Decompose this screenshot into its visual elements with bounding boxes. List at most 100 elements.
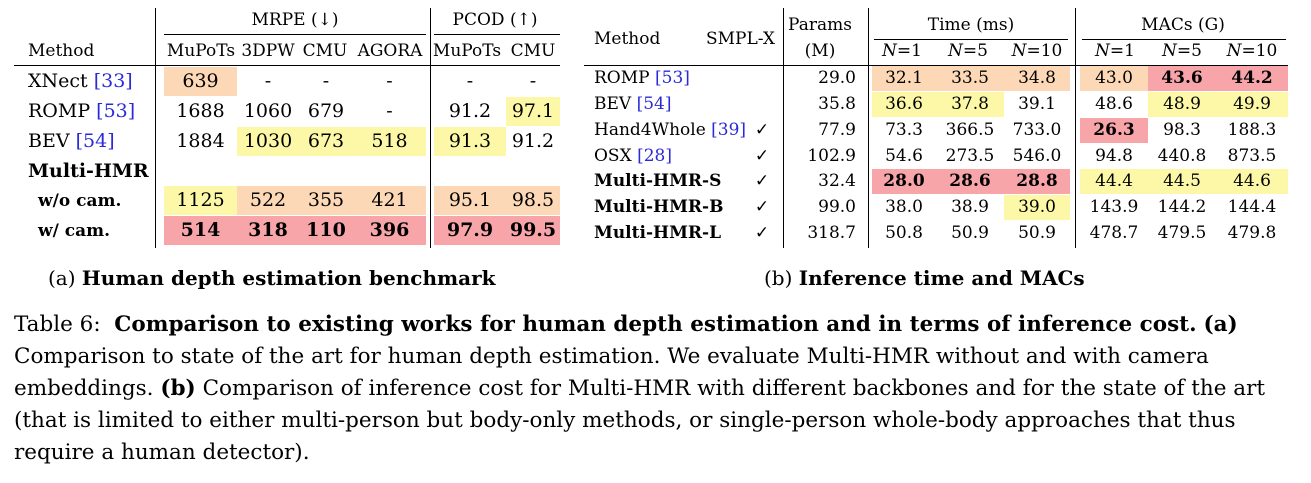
main-caption-b-text: Comparison of inference cost for Multi-H… bbox=[14, 376, 1266, 465]
sub-header: N=5 bbox=[1162, 41, 1202, 61]
data-cell: - bbox=[386, 70, 393, 92]
mrpe-cmidrule bbox=[164, 34, 426, 35]
table-row: ROMP [53] 29.0 32.1 33.5 34.8 43.0 43.6 44.2 bbox=[580, 66, 1300, 91]
data-cell: 1060 bbox=[243, 100, 293, 122]
smplx-check: ✓ bbox=[754, 223, 770, 243]
data-cell: 318 bbox=[237, 216, 299, 245]
data-cell: 355 bbox=[299, 186, 353, 215]
data-cell: 54.6 bbox=[885, 146, 923, 166]
method-name: Multi-HMR-B bbox=[594, 197, 724, 217]
data-cell: 1688 bbox=[176, 100, 225, 122]
method-name: XNect bbox=[28, 70, 88, 92]
sub-header: N=1 bbox=[1095, 41, 1135, 61]
citation: [53] bbox=[96, 100, 136, 122]
data-cell: 50.9 bbox=[951, 223, 989, 243]
data-cell: 28.8 bbox=[1004, 169, 1070, 194]
table-a-header-rule bbox=[14, 65, 560, 66]
data-cell: 518 bbox=[353, 127, 426, 156]
sub-header-text: =10 bbox=[1241, 41, 1278, 61]
data-cell: 26.3 bbox=[1080, 118, 1148, 143]
table-row: w/ cam. 514 318 110 396 97.9 99.5 bbox=[0, 216, 570, 245]
table-row: Multi-HMR-S ✓ 32.4 28.0 28.6 28.8 44.4 44.5 44.6 bbox=[580, 169, 1300, 194]
smplx-check: ✓ bbox=[754, 120, 770, 140]
data-cell: 733.0 bbox=[1012, 120, 1062, 140]
method-cell: ROMP [53] bbox=[594, 68, 690, 88]
data-cell: 366.5 bbox=[945, 120, 995, 140]
method-cell: Multi-HMR-L bbox=[594, 223, 721, 243]
citation: [39] bbox=[711, 120, 747, 140]
table-b-header-rule bbox=[584, 65, 1288, 66]
col-header: MuPoTs bbox=[166, 41, 236, 61]
table-row: Multi-HMR bbox=[0, 157, 570, 186]
macs-group-header: MACs (G) bbox=[1141, 15, 1225, 35]
data-cell: 396 bbox=[353, 216, 426, 245]
data-cell: 48.6 bbox=[1095, 94, 1133, 114]
table-row: OSX [28] ✓ 102.9 54.6 273.5 546.0 94.8 440.8 873… bbox=[580, 144, 1300, 169]
data-cell: 639 bbox=[164, 67, 237, 96]
main-caption-b-tag: (b) bbox=[160, 376, 196, 401]
table-a-method-header: Method bbox=[28, 41, 95, 61]
method-cell: w/o cam. bbox=[38, 191, 121, 211]
method-name: BEV bbox=[28, 130, 70, 152]
citation: [54] bbox=[75, 130, 115, 152]
params-unit: (M) bbox=[804, 41, 836, 61]
data-cell: 37.8 bbox=[936, 92, 1004, 117]
table-row: Hand4Whole [39] ✓ 77.9 73.3 366.5 733.0 26.3 98… bbox=[580, 118, 1300, 143]
table-row: w/o cam. 1125 522 355 421 95.1 98.5 bbox=[0, 186, 570, 215]
sub-header: N=10 bbox=[1226, 41, 1278, 61]
col-header: CMU bbox=[510, 41, 556, 61]
col-header: AGORA bbox=[357, 41, 423, 61]
table-b-caption-tag: (b) bbox=[764, 266, 793, 290]
table-b-method-header: Method bbox=[594, 29, 661, 49]
table-b-vline-2 bbox=[868, 8, 869, 248]
data-cell: 73.3 bbox=[885, 120, 923, 140]
data-cell: 514 bbox=[164, 216, 237, 245]
data-cell: 188.3 bbox=[1227, 120, 1277, 140]
data-cell: 39.1 bbox=[1018, 94, 1056, 114]
data-cell: - bbox=[386, 100, 393, 122]
data-cell: 1884 bbox=[176, 130, 225, 152]
method-cell: Multi-HMR-S bbox=[594, 171, 721, 191]
method-name: BEV bbox=[594, 94, 632, 114]
data-cell: 546.0 bbox=[1012, 146, 1062, 166]
data-cell: - bbox=[529, 70, 537, 92]
method-cell: BEV [54] bbox=[594, 94, 672, 114]
data-cell: - bbox=[264, 70, 272, 92]
method-name: Multi-HMR-S bbox=[594, 171, 722, 191]
table-a-vline-1 bbox=[155, 8, 156, 248]
data-cell: 91.3 bbox=[434, 127, 506, 156]
data-cell: 98.3 bbox=[1163, 120, 1201, 140]
method-name: Hand4Whole bbox=[594, 120, 706, 140]
sub-header-text: =10 bbox=[1026, 41, 1063, 61]
main-caption-title: Comparison to existing works for human d… bbox=[114, 312, 1197, 337]
pcod-group-header: PCOD (↑) bbox=[452, 10, 538, 30]
table-row: XNect [33] 639 - - - - - bbox=[0, 67, 570, 96]
data-cell: 91.2 bbox=[448, 100, 492, 122]
main-caption-a-tag: (a) bbox=[1203, 312, 1238, 337]
data-cell: 44.4 bbox=[1080, 169, 1148, 194]
citation: [33] bbox=[93, 70, 133, 92]
data-cell bbox=[353, 157, 426, 186]
smplx-check: ✓ bbox=[754, 146, 770, 166]
data-cell: 34.8 bbox=[1004, 66, 1070, 91]
method-name: w/ cam. bbox=[38, 221, 111, 241]
data-cell: 28.6 bbox=[936, 169, 1004, 194]
method-cell: ROMP [53] bbox=[28, 100, 135, 122]
data-cell: 98.5 bbox=[506, 186, 560, 215]
data-cell: 99.5 bbox=[506, 216, 560, 245]
data-cell: 39.0 bbox=[1004, 195, 1070, 220]
data-cell bbox=[434, 157, 506, 186]
data-cell: 97.1 bbox=[506, 97, 560, 126]
data-cell: 97.9 bbox=[434, 216, 506, 245]
pcod-cmidrule bbox=[434, 34, 560, 35]
data-cell bbox=[299, 157, 353, 186]
col-header: MuPoTs bbox=[432, 41, 502, 61]
params-cell: 99.0 bbox=[818, 197, 856, 217]
data-cell: 94.8 bbox=[1095, 146, 1133, 166]
data-cell bbox=[506, 157, 560, 186]
data-cell: 1030 bbox=[237, 127, 299, 156]
params-cell: 35.8 bbox=[818, 94, 856, 114]
main-caption-a-text: Comparison to state of the art for human… bbox=[14, 344, 1209, 401]
sub-header-text: =5 bbox=[962, 41, 988, 61]
data-cell: 144.2 bbox=[1157, 197, 1207, 217]
